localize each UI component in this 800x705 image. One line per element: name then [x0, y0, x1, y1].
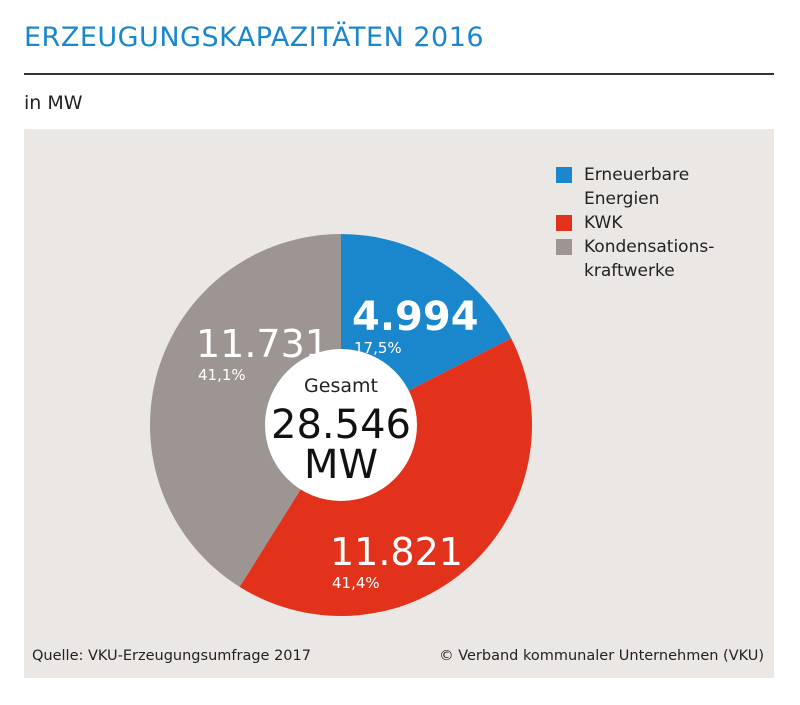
- slice-percent-label: 41,4%: [332, 574, 380, 592]
- source-note: Quelle: VKU-Erzeugungsumfrage 2017: [32, 648, 311, 664]
- center-hole: [265, 349, 417, 501]
- legend-item-kwk: KWK: [556, 211, 714, 235]
- chart-title: ERZEUGUNGSKAPAZITÄTEN 2016: [24, 22, 485, 53]
- title-divider: [24, 73, 774, 75]
- slice-percent-label: 41,1%: [198, 366, 246, 384]
- unit-label: in MW: [24, 92, 83, 114]
- slice-value-label: 11.821: [330, 530, 463, 574]
- center-total-unit: MW: [304, 442, 378, 488]
- slice-value-label: 4.994: [352, 294, 479, 340]
- legend-label: KWK: [584, 213, 623, 233]
- legend-swatch: [556, 239, 572, 255]
- legend-label: Erneuerbare Energien: [584, 165, 690, 209]
- legend-item-kondensation: Kondensations- kraftwerke: [556, 235, 714, 283]
- legend-swatch: [556, 167, 572, 183]
- legend: Erneuerbare Energien KWK Kondensations- …: [556, 163, 714, 283]
- center-label: Gesamt: [304, 375, 378, 397]
- slice-percent-label: 17,5%: [354, 339, 402, 357]
- copyright-note: © Verband kommunaler Unternehmen (VKU): [439, 648, 764, 664]
- legend-swatch: [556, 215, 572, 231]
- legend-item-erneuerbare: Erneuerbare Energien: [556, 163, 714, 211]
- legend-label: Kondensations- kraftwerke: [584, 237, 715, 281]
- slice-kondensation: [150, 234, 341, 587]
- slice-value-label: 11.731: [196, 322, 329, 366]
- center-total-value: 28.546: [271, 402, 411, 448]
